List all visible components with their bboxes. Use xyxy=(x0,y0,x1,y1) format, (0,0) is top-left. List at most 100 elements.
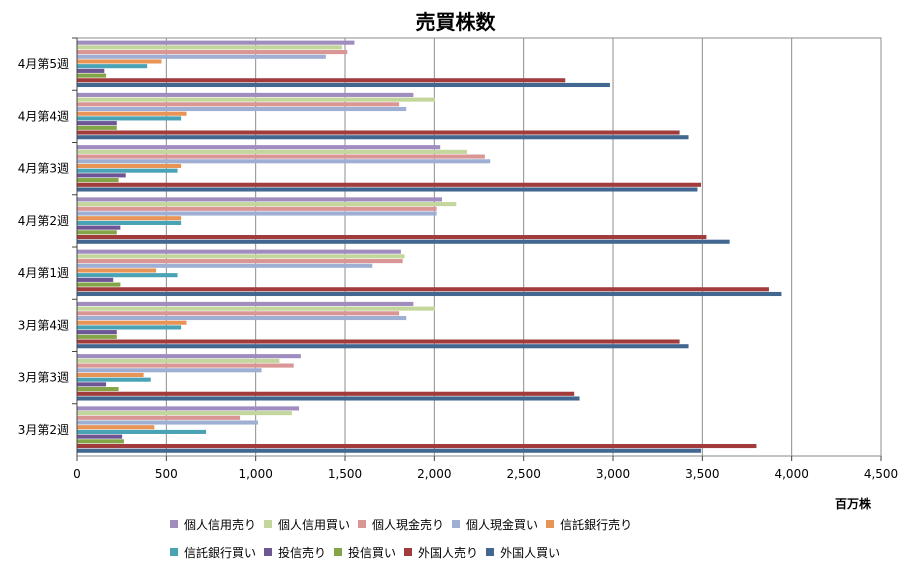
legend-swatch xyxy=(452,520,461,528)
bar xyxy=(77,311,400,316)
legend-label: 信託銀行買い xyxy=(184,545,257,560)
y-tick-label: 4月第5週 xyxy=(18,57,69,71)
legend-label: 投信買い xyxy=(348,545,397,560)
bar xyxy=(77,92,414,97)
bar xyxy=(77,387,119,392)
legend-label: 個人現金買い xyxy=(466,517,539,532)
legend-item: 投信買い xyxy=(334,544,396,561)
bar xyxy=(77,234,707,240)
unit-label: 百万株 xyxy=(835,497,872,511)
bar xyxy=(77,168,178,173)
y-tick-label: 3月第4週 xyxy=(18,318,69,332)
bar xyxy=(77,434,123,439)
bar xyxy=(77,78,566,83)
bar xyxy=(77,406,300,411)
bar xyxy=(77,282,121,287)
bar xyxy=(77,173,126,178)
bar xyxy=(77,211,437,216)
y-tick-label: 4月第2週 xyxy=(18,214,69,228)
bar xyxy=(77,263,373,268)
bar xyxy=(77,339,680,344)
bar xyxy=(77,391,575,396)
legend-item: 個人現金売り xyxy=(358,516,444,533)
bar xyxy=(77,202,457,207)
bar xyxy=(77,54,326,59)
chart-title: 売買株数 xyxy=(415,10,496,34)
chart-legend: 個人信用売り 個人信用買い 個人現金売り 個人現金買い 信託銀行売り 信託銀行買い 投信売… xyxy=(170,510,870,566)
bar xyxy=(77,443,757,449)
legend-swatch xyxy=(486,548,495,556)
bar xyxy=(77,216,182,221)
x-tick-label: 3,000 xyxy=(596,467,630,481)
legend-label: 投信売り xyxy=(278,545,327,560)
bar xyxy=(77,396,580,401)
legend-label: 信託銀行売り xyxy=(560,517,633,532)
legend-swatch xyxy=(546,520,555,528)
bar xyxy=(77,268,157,273)
bar xyxy=(77,372,144,378)
bar xyxy=(77,325,182,330)
legend-label: 個人現金売り xyxy=(372,517,445,532)
bar xyxy=(77,182,702,187)
bar xyxy=(77,377,151,382)
bar xyxy=(77,358,280,363)
bar xyxy=(77,220,182,225)
bar xyxy=(77,106,407,112)
x-tick-label: 1,000 xyxy=(238,467,272,481)
bar xyxy=(77,254,405,259)
legend-item: 個人現金買い xyxy=(452,516,538,533)
bar xyxy=(77,59,162,64)
legend-item: 投信売り xyxy=(264,544,326,561)
bar xyxy=(77,273,178,278)
bar xyxy=(77,97,435,102)
legend-swatch xyxy=(264,520,273,528)
bar xyxy=(77,64,148,69)
bar xyxy=(77,68,105,73)
legend-swatch xyxy=(358,520,367,528)
y-tick-label: 4月第3週 xyxy=(18,162,69,176)
bar xyxy=(77,40,355,45)
x-tick-label: 1,500 xyxy=(328,467,362,481)
bar xyxy=(77,178,119,183)
y-tick-label: 3月第3週 xyxy=(18,371,69,385)
bar xyxy=(77,197,442,202)
bar xyxy=(77,425,155,430)
bar xyxy=(77,249,401,254)
y-tick-label: 4月第1週 xyxy=(18,266,69,280)
legend-row: 個人信用売り 個人信用買い 個人現金売り 個人現金買い 信託銀行売り xyxy=(170,510,870,538)
bar xyxy=(77,73,107,78)
bar xyxy=(77,102,400,107)
legend-swatch xyxy=(334,548,343,556)
bar xyxy=(77,149,467,154)
legend-label: 個人信用買い xyxy=(278,517,351,532)
legend-item: 外国人買い xyxy=(486,544,560,561)
legend-label: 外国人売り xyxy=(418,545,479,560)
x-tick-label: 2,500 xyxy=(506,467,540,481)
y-tick-label: 4月第4週 xyxy=(18,109,69,123)
bar xyxy=(77,45,342,50)
bar xyxy=(77,291,782,297)
legend-swatch xyxy=(170,520,178,528)
bar xyxy=(77,354,301,359)
x-tick-label: 2,000 xyxy=(417,467,451,481)
bar xyxy=(77,82,610,88)
bar xyxy=(77,306,435,311)
bar xyxy=(77,277,114,282)
legend-row: 信託銀行買い 投信売り 投信買い 外国人売り 外国人買い xyxy=(170,538,870,566)
x-tick-label: 4,500 xyxy=(864,467,898,481)
bar xyxy=(77,415,241,420)
bar xyxy=(77,130,680,135)
bar xyxy=(77,116,182,121)
bar xyxy=(77,50,348,55)
bar xyxy=(77,330,117,335)
bar xyxy=(77,315,407,321)
legend-swatch xyxy=(404,548,413,556)
bar xyxy=(77,301,414,306)
x-tick-label: 4,000 xyxy=(774,467,808,481)
bar xyxy=(77,239,730,244)
bar xyxy=(77,368,262,373)
bar xyxy=(77,429,207,434)
bar xyxy=(77,411,292,416)
bar xyxy=(77,344,689,349)
